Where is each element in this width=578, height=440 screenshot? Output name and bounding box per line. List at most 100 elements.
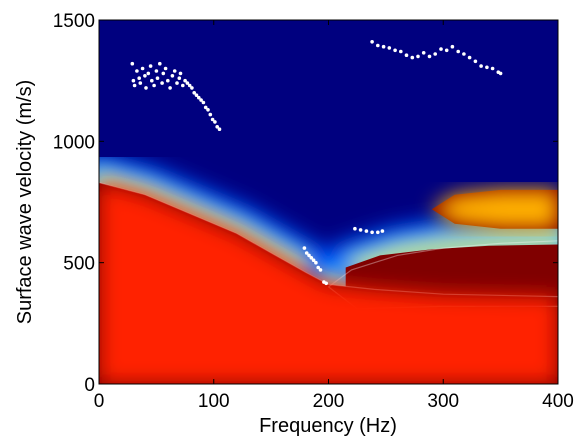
picked-point <box>146 71 151 76</box>
picked-point <box>175 81 179 85</box>
picked-point <box>215 125 219 129</box>
y-tick-label: 1000 <box>53 132 95 153</box>
picked-point <box>137 76 141 80</box>
picked-point <box>498 71 503 76</box>
picked-point <box>217 127 222 131</box>
plot-area <box>99 20 558 384</box>
picked-point <box>479 64 483 68</box>
picked-point <box>410 55 415 60</box>
picked-point <box>144 86 148 90</box>
picked-point <box>318 268 323 272</box>
picked-point <box>485 65 489 70</box>
picked-point <box>399 49 403 54</box>
picked-point <box>316 265 321 270</box>
picked-point <box>160 81 164 85</box>
picked-point <box>307 253 311 258</box>
picked-point <box>150 78 154 83</box>
picked-point <box>370 230 374 235</box>
picked-point <box>161 71 166 76</box>
picked-point <box>187 83 192 88</box>
picked-point <box>185 81 190 85</box>
x-tick-label: 400 <box>542 391 574 412</box>
picked-point <box>416 54 420 59</box>
picked-point <box>304 251 309 255</box>
picked-point <box>203 105 208 110</box>
picked-point <box>208 112 213 117</box>
picked-point <box>135 69 139 73</box>
picked-point <box>130 61 135 66</box>
x-tick-label: 100 <box>198 391 230 412</box>
picked-point <box>131 78 136 83</box>
picked-point <box>381 44 386 49</box>
picked-point <box>143 74 147 78</box>
picked-point <box>192 91 196 95</box>
picked-point <box>163 66 168 71</box>
picked-point <box>421 51 426 55</box>
picked-point <box>314 260 318 265</box>
picked-point <box>456 49 461 54</box>
picked-point <box>166 78 170 83</box>
picked-point <box>168 86 172 90</box>
picked-point <box>370 40 374 44</box>
picked-point <box>324 281 329 286</box>
picked-point <box>439 47 443 51</box>
x-tick-label: 300 <box>427 391 459 412</box>
y-axis: 0 500 1000 1500 <box>53 11 558 396</box>
picked-point <box>148 64 153 68</box>
picked-point <box>197 95 201 100</box>
picked-point <box>177 76 182 80</box>
saturated-glow <box>99 182 558 384</box>
y-tick-label: 1500 <box>53 11 95 32</box>
x-tick-label: 0 <box>94 391 105 412</box>
picked-point <box>302 246 307 250</box>
y-axis-label: Surface wave velocity (m/s) <box>14 80 36 325</box>
picked-point <box>190 86 194 90</box>
picked-point <box>138 81 143 85</box>
picked-point <box>450 44 455 49</box>
picked-point <box>311 258 316 263</box>
picked-point <box>140 66 145 71</box>
picked-point <box>178 71 183 76</box>
picked-point <box>376 230 380 235</box>
picked-point <box>152 83 156 88</box>
picked-point <box>380 229 385 233</box>
picked-point <box>183 78 187 83</box>
picked-point <box>353 226 357 231</box>
picked-point <box>364 229 369 233</box>
heatmap-layer <box>99 152 558 384</box>
picked-point <box>433 52 438 56</box>
picked-point <box>201 100 206 105</box>
picked-point <box>199 98 203 102</box>
saturated-lobe <box>345 244 558 303</box>
y-tick-label: 0 <box>84 375 95 396</box>
picked-point <box>404 53 409 57</box>
x-axis-label: Frequency (Hz) <box>259 415 397 437</box>
upper-lobe-glow <box>431 189 558 229</box>
picked-point <box>393 48 397 53</box>
picked-point <box>132 83 137 88</box>
picked-point <box>154 69 159 73</box>
picked-point <box>172 69 177 73</box>
picked-point <box>309 255 314 260</box>
picked-point <box>210 117 215 122</box>
picked-point <box>462 52 466 56</box>
picked-point <box>376 43 380 48</box>
picked-point <box>155 76 160 80</box>
picked-point <box>158 61 162 66</box>
y-tick-label: 500 <box>63 254 95 275</box>
x-axis: 0 100 200 300 400 <box>94 20 574 412</box>
picked-point <box>194 93 199 97</box>
picked-points-layer <box>130 40 503 286</box>
picked-point <box>358 228 363 232</box>
ridge-line <box>328 240 558 288</box>
picked-point <box>444 48 449 53</box>
picked-point <box>427 54 432 59</box>
picked-point <box>213 120 217 124</box>
x-tick-label: 200 <box>313 391 345 412</box>
picked-point <box>490 66 495 71</box>
picked-point <box>387 46 392 50</box>
picked-point <box>473 59 478 64</box>
picked-point <box>170 74 175 78</box>
picked-point <box>467 55 472 60</box>
